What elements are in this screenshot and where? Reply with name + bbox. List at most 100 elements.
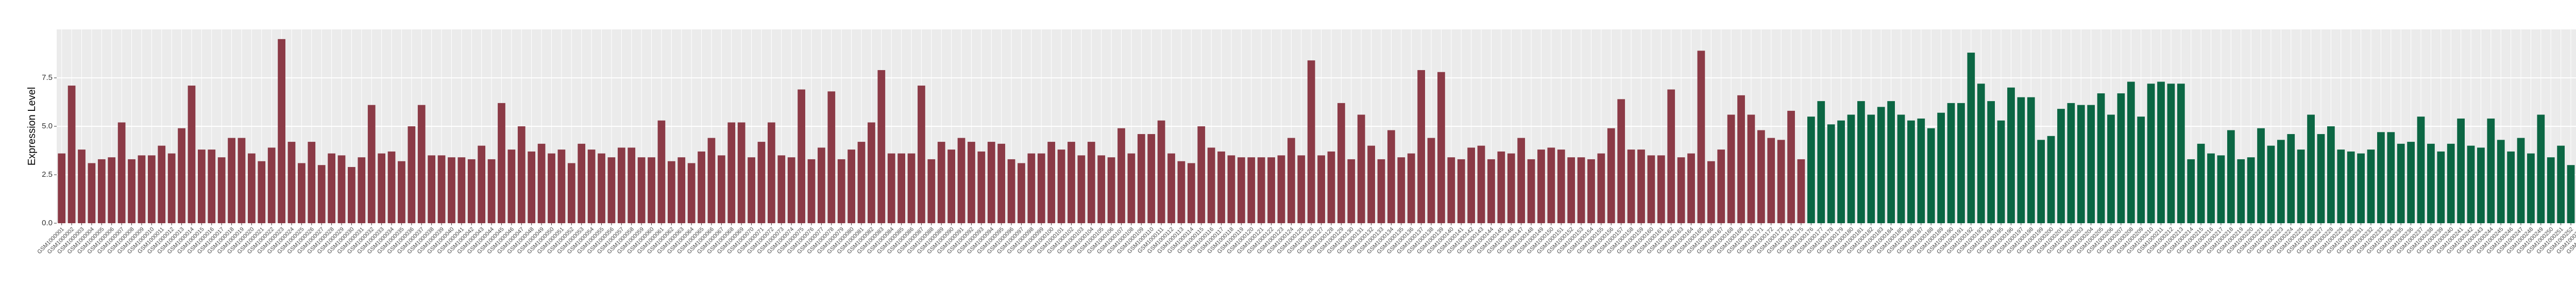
bar [2387,132,2395,223]
bar [1507,153,1515,223]
bar [1127,153,1136,223]
bar [1047,142,1056,223]
bar [1177,161,1185,223]
bar [1697,51,1705,224]
bar [2497,140,2505,223]
bar [798,89,805,223]
bar [1597,153,1605,223]
bar [58,153,66,223]
bar [1037,153,1045,223]
bar [2127,81,2135,223]
bar [2007,87,2015,224]
bar [1627,150,1635,223]
bar [1897,114,1905,223]
bar [707,138,716,223]
bar [448,157,455,223]
bar [1217,151,1225,223]
bar [578,143,586,223]
bar [408,126,416,223]
bar [317,165,326,223]
bar [2197,143,2205,223]
bar [1007,159,1015,223]
bar [2137,117,2145,223]
bar [1857,101,1865,223]
bar [537,143,546,223]
bar [667,161,675,223]
bar [2357,153,2365,223]
bar [2447,143,2455,223]
bar [2547,157,2555,223]
bar [548,153,555,223]
bar [2347,151,2355,223]
bar [1877,107,1885,223]
bar [428,155,436,223]
bar [947,150,956,223]
bar [2517,138,2525,223]
bar [2067,103,2075,223]
bar [2327,126,2335,223]
bar [1907,120,1915,223]
bar [2117,93,2125,223]
bar [897,153,905,223]
bar [918,86,925,224]
bar [617,147,625,223]
bar [1457,159,1465,223]
bar [2437,151,2445,223]
bar [997,143,1006,223]
bar [2507,151,2515,223]
bar [598,153,605,223]
bar [1317,155,1325,223]
bar [1487,159,1495,223]
bar [1807,117,1815,223]
bar [2487,118,2495,223]
bar [977,151,986,223]
bar [1377,159,1385,223]
bar [2217,155,2225,223]
bar [2257,128,2265,223]
bar [1347,159,1355,223]
bar [2557,145,2565,223]
bar [748,157,755,223]
bar [2287,134,2295,223]
bar [2057,109,2065,223]
bar [2477,147,2485,223]
bar [1018,163,1025,223]
bar [498,103,505,223]
bar [1097,155,1106,223]
bar [88,163,96,223]
bar [1397,157,1405,223]
bar [1527,159,1535,223]
bar [1787,110,1795,223]
bar [178,128,185,223]
bar [1987,101,1995,223]
bar [2157,81,2165,223]
bar [248,153,256,223]
bar [1607,128,1615,223]
bar [1287,138,1295,223]
bar [328,153,335,223]
bar [1057,150,1065,223]
bar [117,122,126,223]
bar [267,147,276,223]
bar [437,155,446,223]
bar [398,161,405,223]
bar [1777,140,1785,223]
bar [587,150,596,223]
bar [1167,153,1175,223]
bar [907,153,916,223]
bar [2397,143,2405,223]
bar [308,142,316,223]
bar [777,155,786,223]
bar [1407,153,1415,223]
bar [787,157,795,223]
bar [2237,159,2245,223]
bar [1387,130,1395,223]
bar [807,159,816,223]
bar [2027,97,2035,223]
bar [1547,147,1555,223]
bar [517,126,526,223]
bar [1707,161,1715,223]
bar [287,142,296,223]
bar [827,91,836,223]
